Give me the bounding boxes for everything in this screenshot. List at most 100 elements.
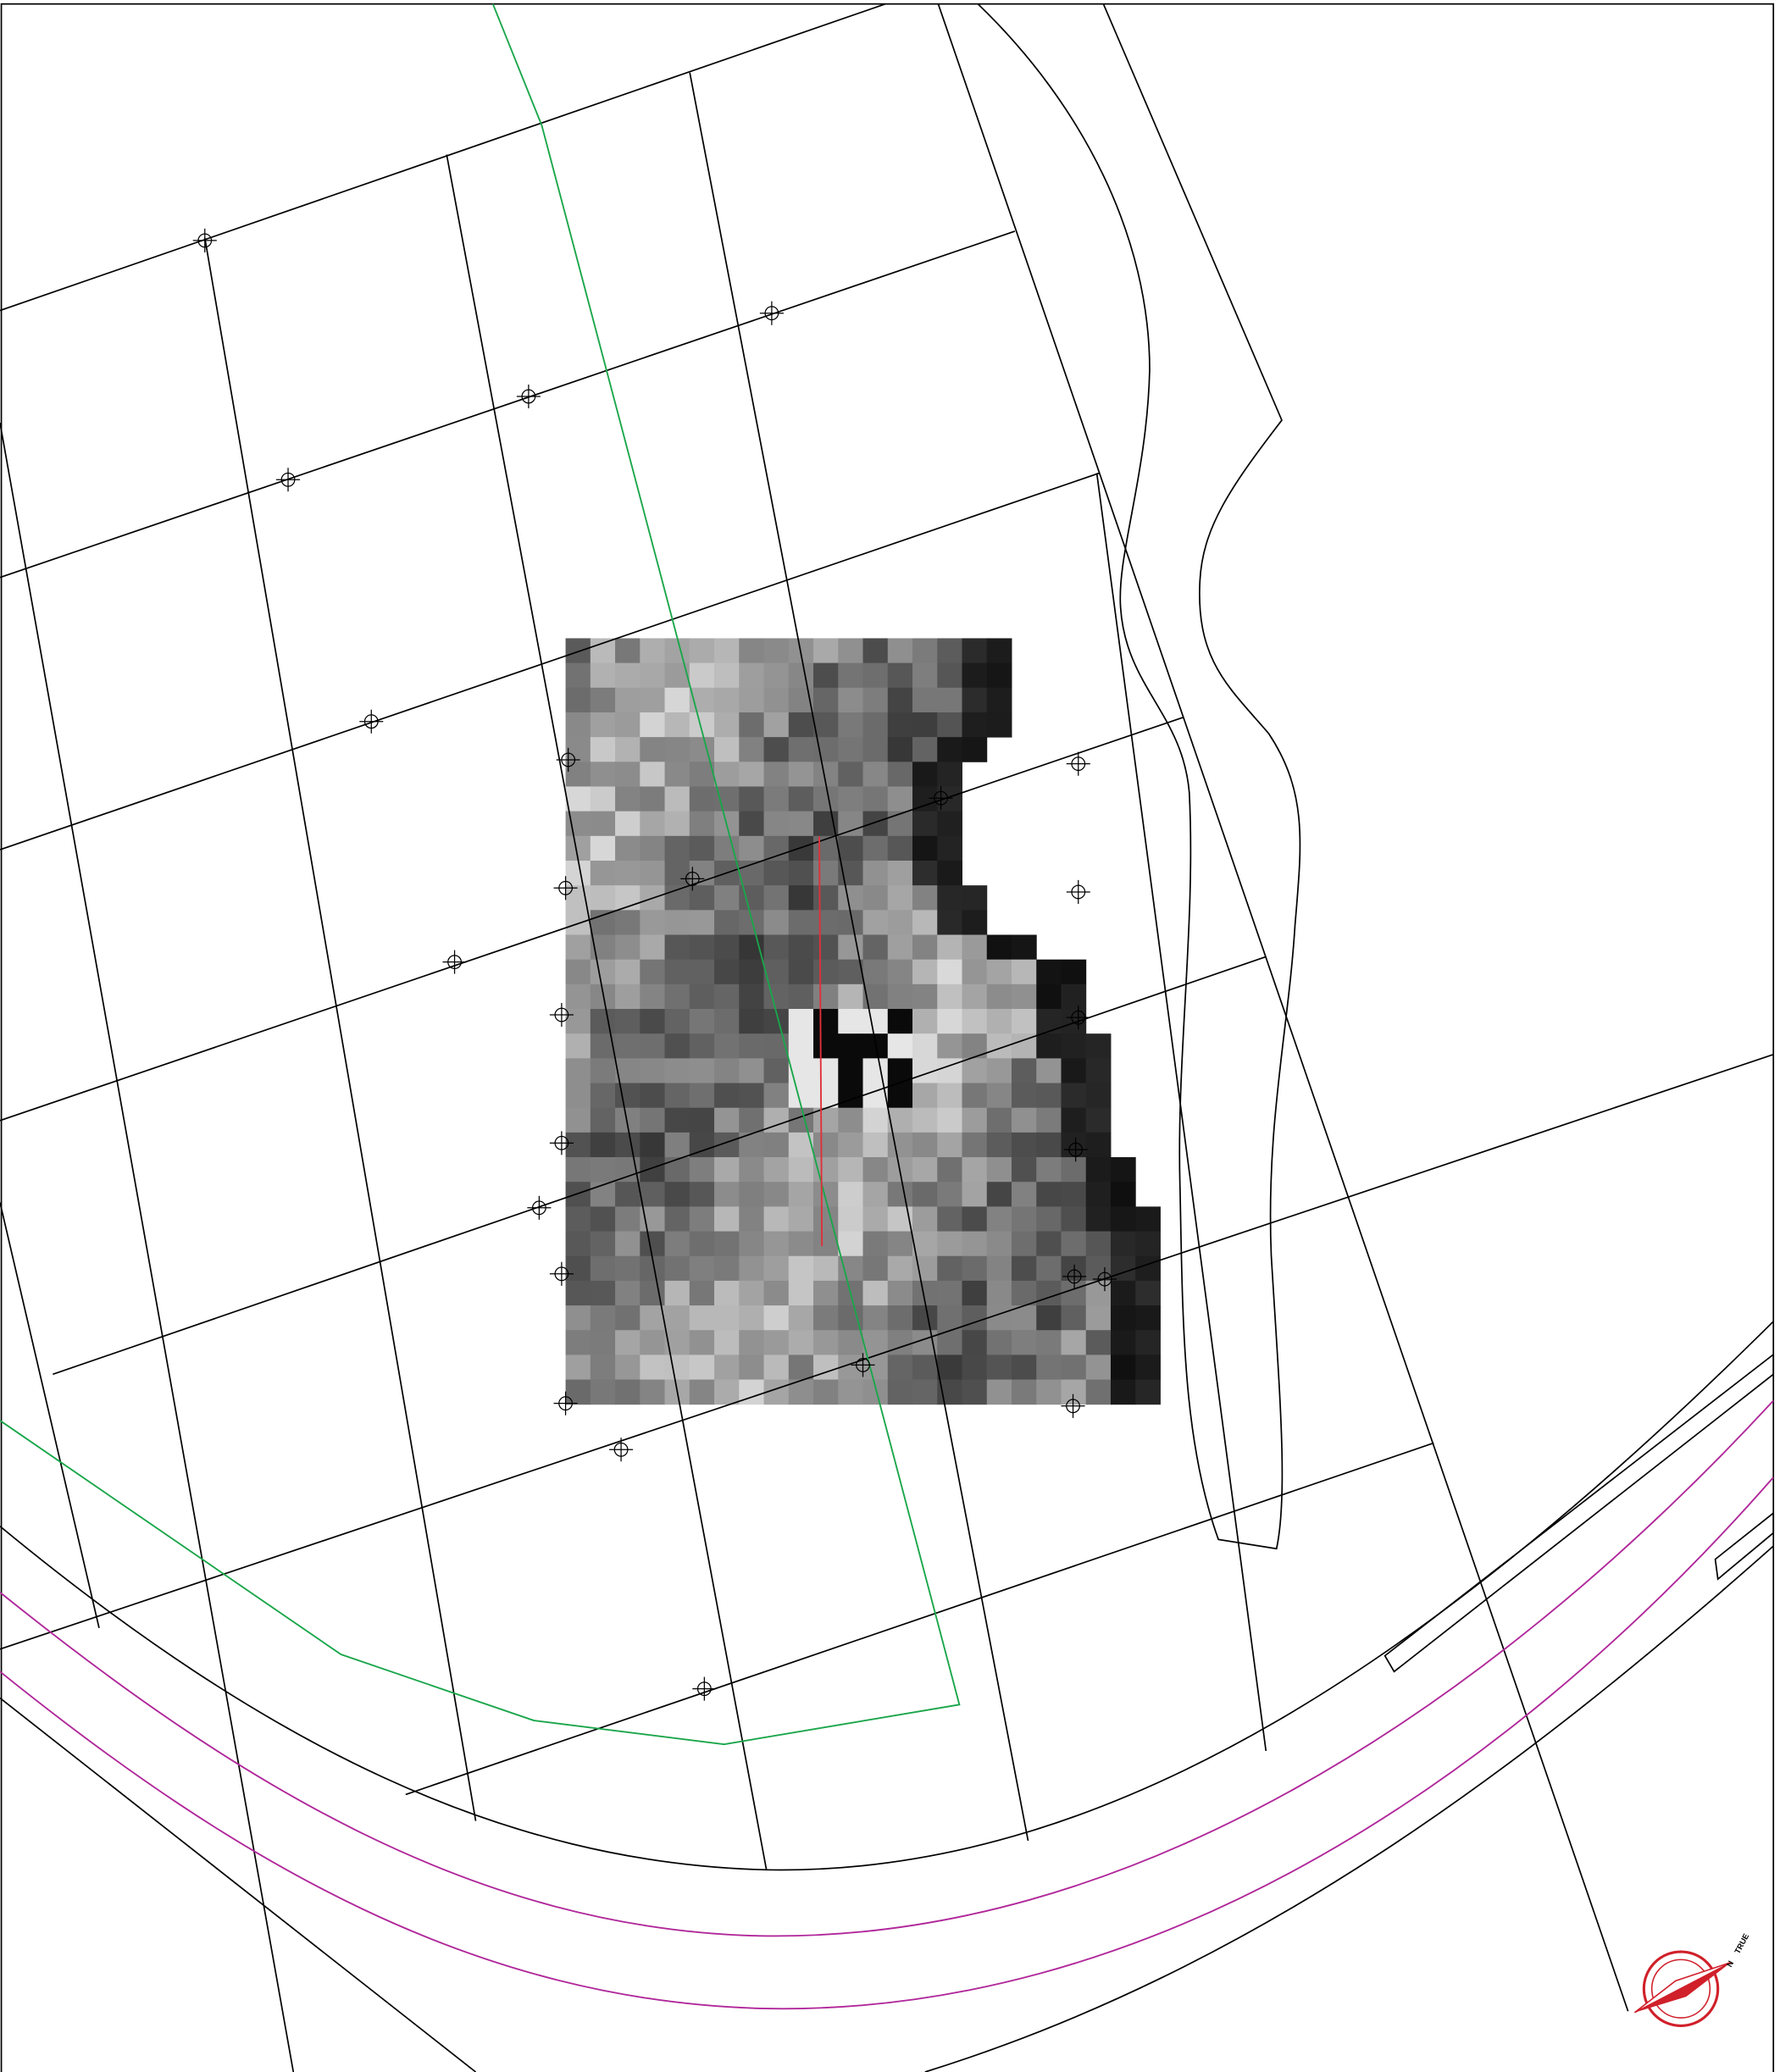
raster-cell bbox=[986, 1305, 1012, 1331]
raster-cell bbox=[565, 860, 591, 886]
raster-cell bbox=[962, 983, 988, 1010]
raster-cell bbox=[590, 687, 616, 713]
survey-marker bbox=[692, 1676, 717, 1701]
raster-cell bbox=[788, 885, 814, 911]
raster-cell bbox=[689, 1355, 715, 1381]
raster-cell bbox=[1110, 1206, 1136, 1233]
river-outline bbox=[977, 3, 1301, 1550]
marker-cross bbox=[556, 747, 580, 773]
raster-cell bbox=[763, 910, 790, 935]
raster-cell bbox=[1061, 1305, 1087, 1331]
raster-cell bbox=[1011, 1182, 1037, 1207]
raster-cell bbox=[838, 737, 863, 762]
raster-cell bbox=[615, 1330, 640, 1355]
raster-cell bbox=[689, 1107, 715, 1133]
raster-cell bbox=[1011, 1083, 1037, 1109]
raster-cell bbox=[788, 1355, 814, 1381]
raster-cell bbox=[912, 835, 938, 861]
raster-cell bbox=[714, 910, 740, 935]
raster-cell bbox=[763, 1280, 790, 1306]
raster-cell bbox=[813, 1182, 839, 1207]
raster-cell bbox=[1011, 1255, 1037, 1282]
survey-marker bbox=[609, 1438, 634, 1462]
raster-cell bbox=[1011, 1009, 1037, 1034]
raster-cell bbox=[788, 1305, 814, 1331]
raster-cell bbox=[664, 1355, 690, 1381]
marker-cross bbox=[929, 786, 953, 811]
raster-cell bbox=[862, 835, 889, 861]
raster-cell bbox=[937, 1107, 962, 1133]
raster-cell bbox=[813, 1330, 839, 1355]
raster-cell bbox=[912, 983, 938, 1010]
raster-cell bbox=[1110, 1157, 1136, 1183]
raster-cell bbox=[1011, 1330, 1037, 1355]
raster-cell bbox=[714, 1058, 740, 1084]
raster-cell bbox=[788, 1033, 814, 1059]
raster-cell bbox=[887, 662, 913, 689]
raster-cell bbox=[986, 1231, 1012, 1257]
raster-cell bbox=[813, 835, 839, 861]
raster-cell bbox=[664, 1182, 690, 1207]
raster-cell bbox=[615, 910, 640, 935]
survey-marker bbox=[442, 950, 467, 974]
raster-cell bbox=[838, 1231, 863, 1257]
raster-cell bbox=[937, 1182, 962, 1207]
raster-cell bbox=[788, 1157, 814, 1183]
raster-cell bbox=[838, 1033, 863, 1059]
marker-cross bbox=[1066, 751, 1090, 776]
raster-cell bbox=[887, 638, 913, 664]
raster-cell bbox=[640, 762, 666, 787]
raster-cell bbox=[1085, 1330, 1112, 1355]
raster-cell bbox=[1110, 1305, 1136, 1331]
raster-cell bbox=[739, 1355, 765, 1381]
raster-cell bbox=[1011, 1231, 1037, 1257]
raster-cell bbox=[565, 737, 591, 762]
raster-cell bbox=[813, 1009, 839, 1034]
raster-cell bbox=[640, 1379, 666, 1405]
raster-cell bbox=[937, 662, 962, 689]
raster-cell bbox=[887, 762, 913, 787]
raster-cell bbox=[615, 762, 640, 787]
raster-cell bbox=[962, 1280, 988, 1306]
raster-cell bbox=[1036, 1280, 1062, 1306]
raster-cell bbox=[912, 811, 938, 837]
raster-cell bbox=[739, 1206, 765, 1233]
survey-marker bbox=[1063, 1138, 1088, 1162]
marker-cross bbox=[680, 867, 705, 891]
raster-cell bbox=[615, 786, 640, 812]
raster-cell bbox=[788, 860, 814, 886]
marker-cross bbox=[275, 468, 301, 492]
raster-cell bbox=[1011, 1305, 1037, 1331]
raster-cell bbox=[887, 1132, 913, 1158]
raster-cell bbox=[615, 1231, 640, 1257]
raster-cell bbox=[615, 1083, 640, 1109]
raster-cell bbox=[1036, 983, 1062, 1010]
raster-cell bbox=[664, 1305, 690, 1331]
raster-cell bbox=[640, 1355, 666, 1381]
survey-marker bbox=[275, 468, 301, 492]
raster-cell bbox=[739, 1157, 765, 1183]
raster-cell bbox=[788, 959, 814, 985]
raster-cell bbox=[640, 1033, 666, 1059]
raster-cell bbox=[763, 1330, 790, 1355]
raster-cell bbox=[937, 1330, 962, 1355]
raster-cell bbox=[937, 1157, 962, 1183]
raster-cell bbox=[664, 1083, 690, 1109]
raster-cell bbox=[1085, 1157, 1112, 1183]
raster-cell bbox=[862, 1255, 889, 1282]
raster-cell bbox=[689, 983, 715, 1010]
raster-cell bbox=[1011, 1355, 1037, 1381]
raster-cell bbox=[590, 885, 616, 911]
raster-cell bbox=[1061, 1231, 1087, 1257]
raster-cell bbox=[838, 712, 863, 738]
raster-cell bbox=[763, 1132, 790, 1158]
raster-cell bbox=[664, 712, 690, 738]
raster-cell bbox=[763, 811, 790, 837]
raster-cell bbox=[862, 762, 889, 787]
raster-cell bbox=[838, 1206, 863, 1233]
raster-cell bbox=[590, 860, 616, 886]
raster-cell bbox=[862, 1231, 889, 1257]
raster-cell bbox=[640, 934, 666, 961]
raster-cell bbox=[689, 638, 715, 664]
raster-cell bbox=[887, 983, 913, 1010]
